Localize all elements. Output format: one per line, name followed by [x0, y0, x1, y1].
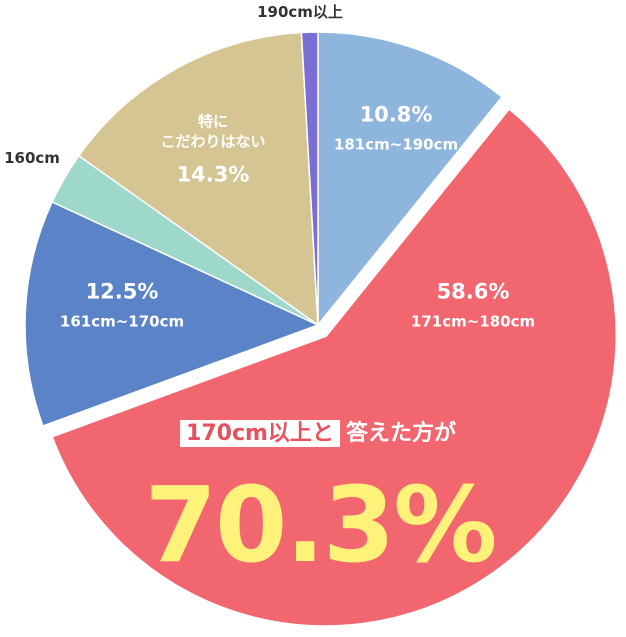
- slice-label: 58.6% 171cm~180cm: [411, 278, 535, 333]
- annotation-highlight: 170cm以上と: [180, 420, 340, 447]
- annotation: 170cm以上と 答えた方が: [180, 415, 456, 447]
- slice-label: 特に こだわりはない 14.3%: [160, 112, 265, 189]
- category-label: 181cm~190cm: [333, 136, 459, 155]
- slice-label: 190cm以上: [257, 2, 343, 22]
- pie-slice: [46, 103, 621, 631]
- value-label: 10.8%: [359, 102, 433, 127]
- value-label: 58.6%: [436, 279, 510, 304]
- slice-label: 10.8% 181cm~190cm: [334, 101, 458, 156]
- pie-slice: [77, 31, 319, 327]
- slice-label: 12.5% 161cm~170cm: [60, 278, 184, 333]
- pie-slice: [317, 31, 503, 328]
- pie-slice: [24, 200, 320, 427]
- category-label: 160cm: [4, 148, 60, 167]
- slice-label: 160cm: [4, 148, 60, 168]
- annotation-total: 70.3%: [144, 464, 498, 586]
- category-label: 161cm~170cm: [59, 313, 185, 332]
- pie-slice: [300, 31, 319, 326]
- value-label: 14.3%: [176, 162, 250, 187]
- category-label: 190cm以上: [257, 2, 343, 21]
- annotation-text: 答えた方が: [345, 421, 456, 446]
- value-label: 12.5%: [85, 279, 159, 304]
- category-label: 171cm~180cm: [410, 313, 536, 332]
- category-label: 特に こだわりはない: [160, 112, 266, 151]
